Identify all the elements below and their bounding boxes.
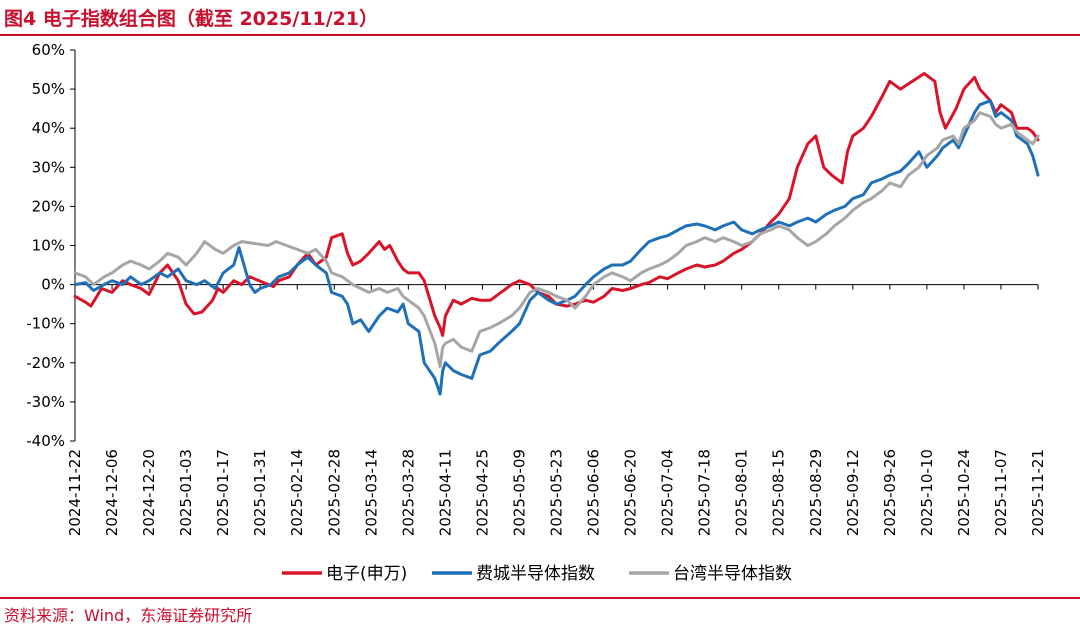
line-chart: -40% -30% -20% -10% 0% 10% 20% 30% 40% 50% 60% 202… [26, 41, 1047, 584]
y-tick-label: 60% [32, 41, 65, 59]
x-tick-label: 2025-05-23 [548, 449, 566, 536]
x-tick-label: 2025-02-14 [288, 449, 306, 536]
legend-label: 费城半导体指数 [476, 564, 595, 584]
x-tick-label: 2025-03-28 [399, 449, 417, 536]
x-tick-label: 2025-11-21 [1029, 449, 1047, 536]
y-tick-label: -20% [26, 354, 65, 372]
y-tick-label: 0% [41, 276, 65, 294]
legend: 电子(申万) 费城半导体指数 台湾半导体指数 [282, 564, 792, 584]
x-tick-label: 2025-06-06 [585, 449, 603, 536]
x-tick-label: 2025-01-31 [251, 449, 269, 536]
x-tick-label: 2025-04-25 [473, 449, 491, 536]
x-tick-label: 2025-03-14 [362, 449, 380, 536]
series-line-2 [73, 111, 1040, 369]
x-tick-label: 2025-09-12 [844, 449, 862, 536]
x-tick-label: 2025-04-11 [436, 449, 454, 536]
y-axis: -40% -30% -20% -10% 0% 10% 20% 30% 40% 50% 60% [26, 41, 76, 450]
x-tick-label: 2025-07-18 [696, 449, 714, 536]
x-tick-label: 2025-08-29 [807, 449, 825, 536]
y-tick-label: -40% [26, 432, 65, 450]
series-line-1 [73, 99, 1040, 396]
y-tick-label: -30% [26, 393, 65, 411]
figure-title: 图4 电子指数组合图（截至 2025/11/21） [4, 8, 379, 30]
x-tick-label: 2025-01-03 [177, 449, 195, 536]
x-tick-label: 2025-09-26 [881, 449, 899, 536]
x-axis: 2024-11-22 2024-12-06 2024-12-20 2025-01-03… [66, 284, 1047, 536]
x-tick-label: 2025-10-24 [955, 449, 973, 536]
series-line-0 [73, 72, 1040, 337]
series-lines [73, 72, 1040, 396]
x-tick-label: 2025-02-28 [325, 449, 343, 536]
y-tick-label: 50% [32, 80, 65, 98]
title-divider [0, 34, 1080, 36]
source-note: 资料来源：Wind，东海证券研究所 [4, 606, 253, 625]
legend-label: 电子(申万) [326, 564, 407, 584]
y-tick-label: 40% [32, 119, 65, 137]
y-tick-label: 20% [32, 197, 65, 215]
x-tick-label: 2025-05-09 [510, 449, 528, 536]
x-tick-label: 2025-10-10 [918, 449, 936, 536]
x-tick-label: 2024-12-06 [103, 449, 121, 536]
x-tick-label: 2025-08-15 [770, 449, 788, 536]
source-divider [0, 597, 1080, 599]
x-tick-label: 2025-07-04 [659, 449, 677, 536]
x-tick-label: 2025-01-17 [214, 449, 232, 536]
x-tick-label: 2025-06-20 [622, 449, 640, 536]
y-tick-label: -10% [26, 315, 65, 333]
x-tick-label: 2025-11-07 [992, 449, 1010, 536]
x-tick-label: 2024-12-20 [140, 449, 158, 536]
y-tick-label: 30% [32, 158, 65, 176]
legend-label: 台湾半导体指数 [673, 564, 792, 584]
x-tick-label: 2024-11-22 [66, 449, 84, 536]
x-tick-label: 2025-08-01 [733, 449, 751, 536]
y-tick-label: 10% [32, 237, 65, 255]
